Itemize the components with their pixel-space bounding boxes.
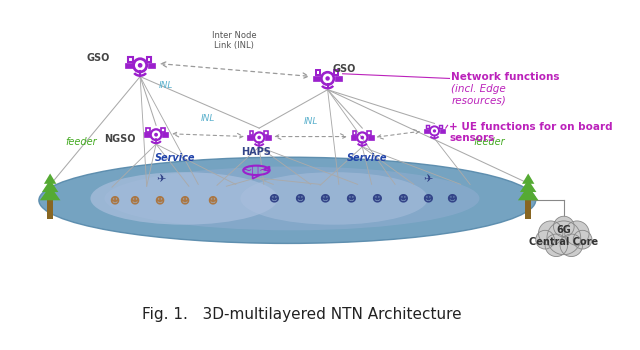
- Text: ☻: ☻: [179, 195, 189, 205]
- Text: Service: Service: [154, 153, 195, 163]
- Text: sensors: sensors: [449, 133, 495, 143]
- Polygon shape: [518, 186, 538, 200]
- Circle shape: [564, 221, 589, 245]
- Ellipse shape: [104, 167, 479, 230]
- Text: ☻: ☻: [207, 195, 218, 205]
- Text: ☻: ☻: [154, 195, 164, 205]
- Text: + UE functions for on board: + UE functions for on board: [449, 121, 613, 132]
- FancyBboxPatch shape: [368, 135, 374, 140]
- Text: ☻: ☻: [294, 194, 305, 203]
- FancyBboxPatch shape: [335, 76, 342, 81]
- FancyBboxPatch shape: [148, 63, 155, 68]
- Text: Fig. 1.   3D-multilayered NTN Architecture: Fig. 1. 3D-multilayered NTN Architecture: [141, 307, 461, 322]
- Text: ☻: ☻: [129, 195, 140, 205]
- Circle shape: [573, 230, 592, 249]
- Ellipse shape: [90, 172, 278, 225]
- FancyBboxPatch shape: [248, 135, 253, 140]
- FancyBboxPatch shape: [265, 135, 271, 140]
- Polygon shape: [44, 174, 56, 184]
- Polygon shape: [520, 180, 536, 192]
- Text: NGSO: NGSO: [104, 134, 136, 145]
- Text: resources): resources): [451, 95, 506, 105]
- Ellipse shape: [39, 157, 536, 244]
- Text: ☻: ☻: [422, 194, 433, 203]
- Text: Inter Node
Link (INL): Inter Node Link (INL): [212, 31, 256, 50]
- Circle shape: [545, 234, 568, 257]
- FancyBboxPatch shape: [144, 132, 150, 137]
- Text: ☻: ☻: [446, 194, 457, 203]
- Text: ☻: ☻: [397, 194, 408, 203]
- Text: HAPS: HAPS: [241, 147, 271, 157]
- Circle shape: [560, 234, 582, 257]
- Text: INL: INL: [159, 82, 173, 90]
- Text: (incl. Edge: (incl. Edge: [451, 84, 506, 94]
- FancyBboxPatch shape: [424, 129, 429, 133]
- Text: Service: Service: [347, 153, 387, 163]
- Text: INL: INL: [200, 114, 215, 124]
- Circle shape: [257, 136, 261, 139]
- Text: INL: INL: [303, 117, 318, 126]
- Circle shape: [360, 136, 364, 139]
- FancyBboxPatch shape: [125, 63, 132, 68]
- FancyBboxPatch shape: [162, 132, 168, 137]
- Text: GSO: GSO: [332, 64, 356, 74]
- FancyBboxPatch shape: [525, 200, 531, 219]
- Circle shape: [554, 216, 574, 237]
- Text: ✈: ✈: [156, 175, 165, 185]
- Polygon shape: [42, 180, 58, 192]
- Text: 6G
Central Core: 6G Central Core: [529, 225, 598, 247]
- Circle shape: [536, 230, 554, 249]
- Text: GSO: GSO: [87, 53, 110, 63]
- FancyBboxPatch shape: [314, 76, 321, 81]
- FancyBboxPatch shape: [47, 200, 53, 219]
- Text: ~🛩~: ~🛩~: [242, 164, 271, 177]
- Circle shape: [433, 129, 436, 133]
- Circle shape: [547, 221, 580, 255]
- Text: feeder: feeder: [65, 137, 97, 147]
- Circle shape: [538, 221, 563, 245]
- Text: ☻: ☻: [319, 194, 330, 203]
- Text: ☻: ☻: [345, 194, 356, 203]
- Polygon shape: [40, 186, 60, 200]
- FancyBboxPatch shape: [440, 129, 445, 133]
- Text: ☻: ☻: [268, 194, 278, 203]
- Text: ✈: ✈: [423, 175, 433, 185]
- Text: Network functions: Network functions: [451, 72, 563, 82]
- Text: ☻: ☻: [109, 195, 119, 205]
- Circle shape: [325, 76, 330, 80]
- Text: ☻: ☻: [371, 194, 382, 203]
- Circle shape: [154, 133, 158, 136]
- Polygon shape: [522, 174, 534, 184]
- Text: feeder: feeder: [473, 137, 505, 147]
- Ellipse shape: [241, 172, 428, 225]
- FancyBboxPatch shape: [351, 135, 356, 140]
- Circle shape: [138, 63, 143, 68]
